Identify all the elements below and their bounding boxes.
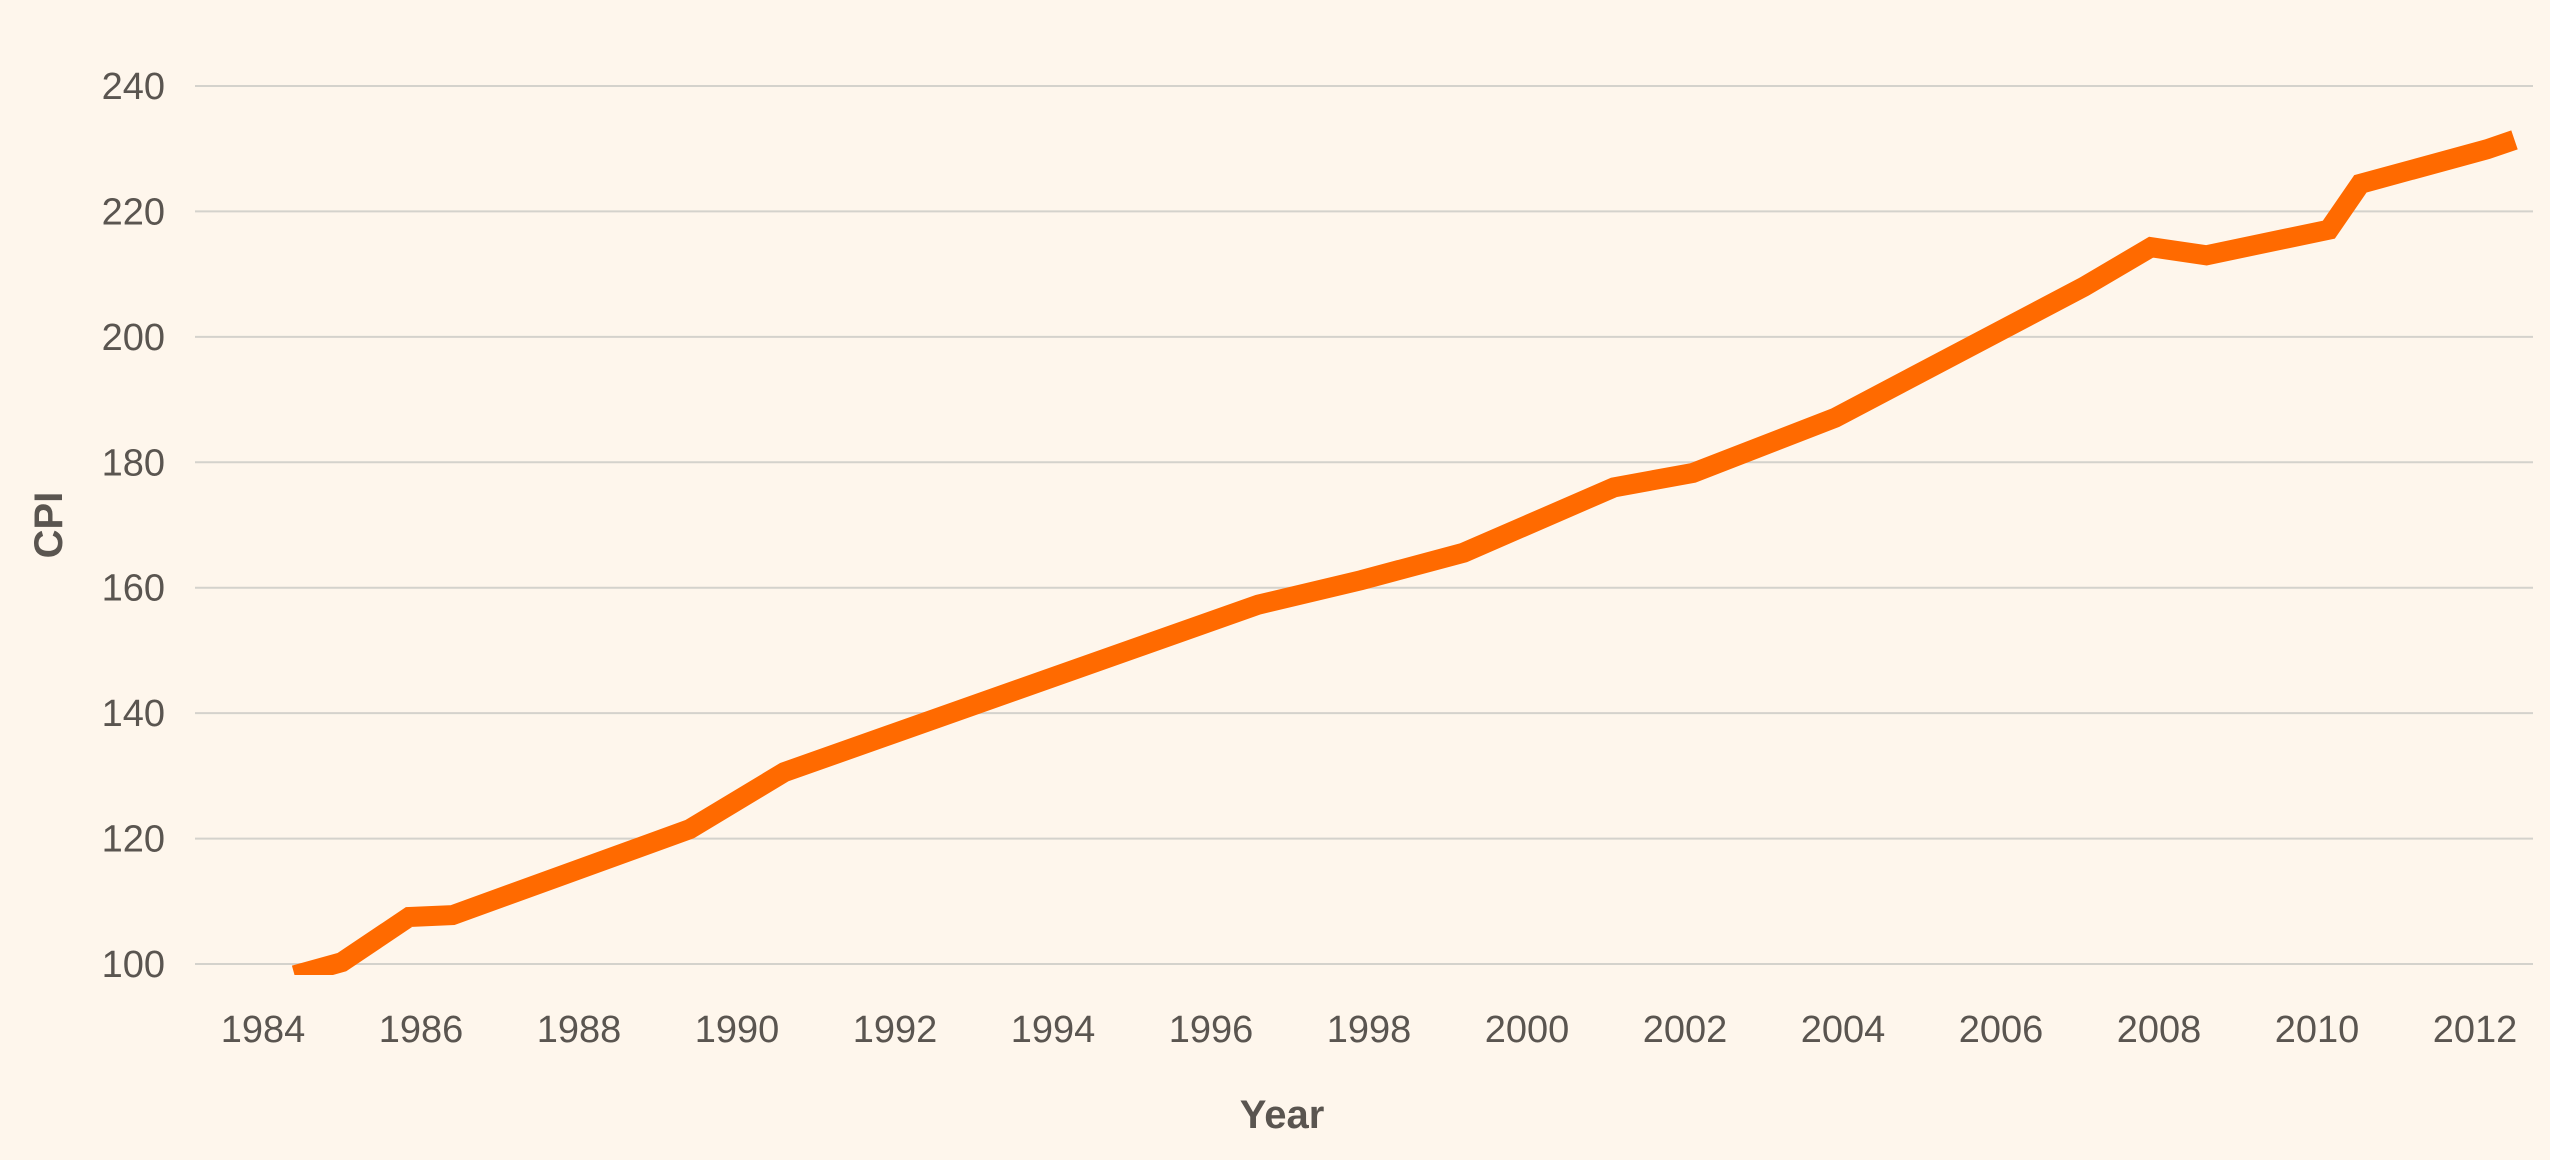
y-tick-label: 200 <box>102 317 165 359</box>
x-tick-label: 2006 <box>1959 1009 2044 1051</box>
x-tick-label: 1984 <box>221 1009 306 1051</box>
gridlines <box>195 85 2533 965</box>
x-tick-label: 1998 <box>1327 1009 1412 1051</box>
series-line-cpi <box>291 130 2518 975</box>
x-axis-label: Year <box>1240 1093 1325 1137</box>
y-tick-label: 220 <box>102 191 165 233</box>
y-tick-label: 120 <box>102 819 165 861</box>
y-tick-label: 140 <box>102 693 165 735</box>
x-tick-label: 2012 <box>2433 1009 2518 1051</box>
x-tick-label: 1994 <box>1011 1009 1096 1051</box>
x-tick-label: 2004 <box>1801 1009 1886 1051</box>
y-tick-label: 100 <box>102 944 165 986</box>
x-tick-label: 1986 <box>379 1009 464 1051</box>
y-tick-label: 240 <box>102 66 165 108</box>
y-tick-label: 160 <box>102 568 165 610</box>
x-tick-label: 1996 <box>1169 1009 1254 1051</box>
x-tick-label: 2000 <box>1485 1009 1570 1051</box>
x-axis-ticks: 1984 1986 1988 1990 1992 1994 1996 1998 2000 2002… <box>221 1009 2518 1051</box>
x-tick-label: 1988 <box>537 1009 622 1051</box>
x-tick-label: 1990 <box>695 1009 780 1051</box>
x-tick-label: 2008 <box>2117 1009 2202 1051</box>
x-tick-label: 1992 <box>853 1009 938 1051</box>
y-tick-label: 180 <box>102 442 165 484</box>
y-axis-label: CPI <box>27 492 71 559</box>
x-tick-label: 2002 <box>1643 1009 1728 1051</box>
series-layer <box>291 130 2518 975</box>
y-axis-ticks: 100 120 140 160 180 200 220 240 <box>102 66 165 986</box>
x-tick-label: 2010 <box>2275 1009 2360 1051</box>
